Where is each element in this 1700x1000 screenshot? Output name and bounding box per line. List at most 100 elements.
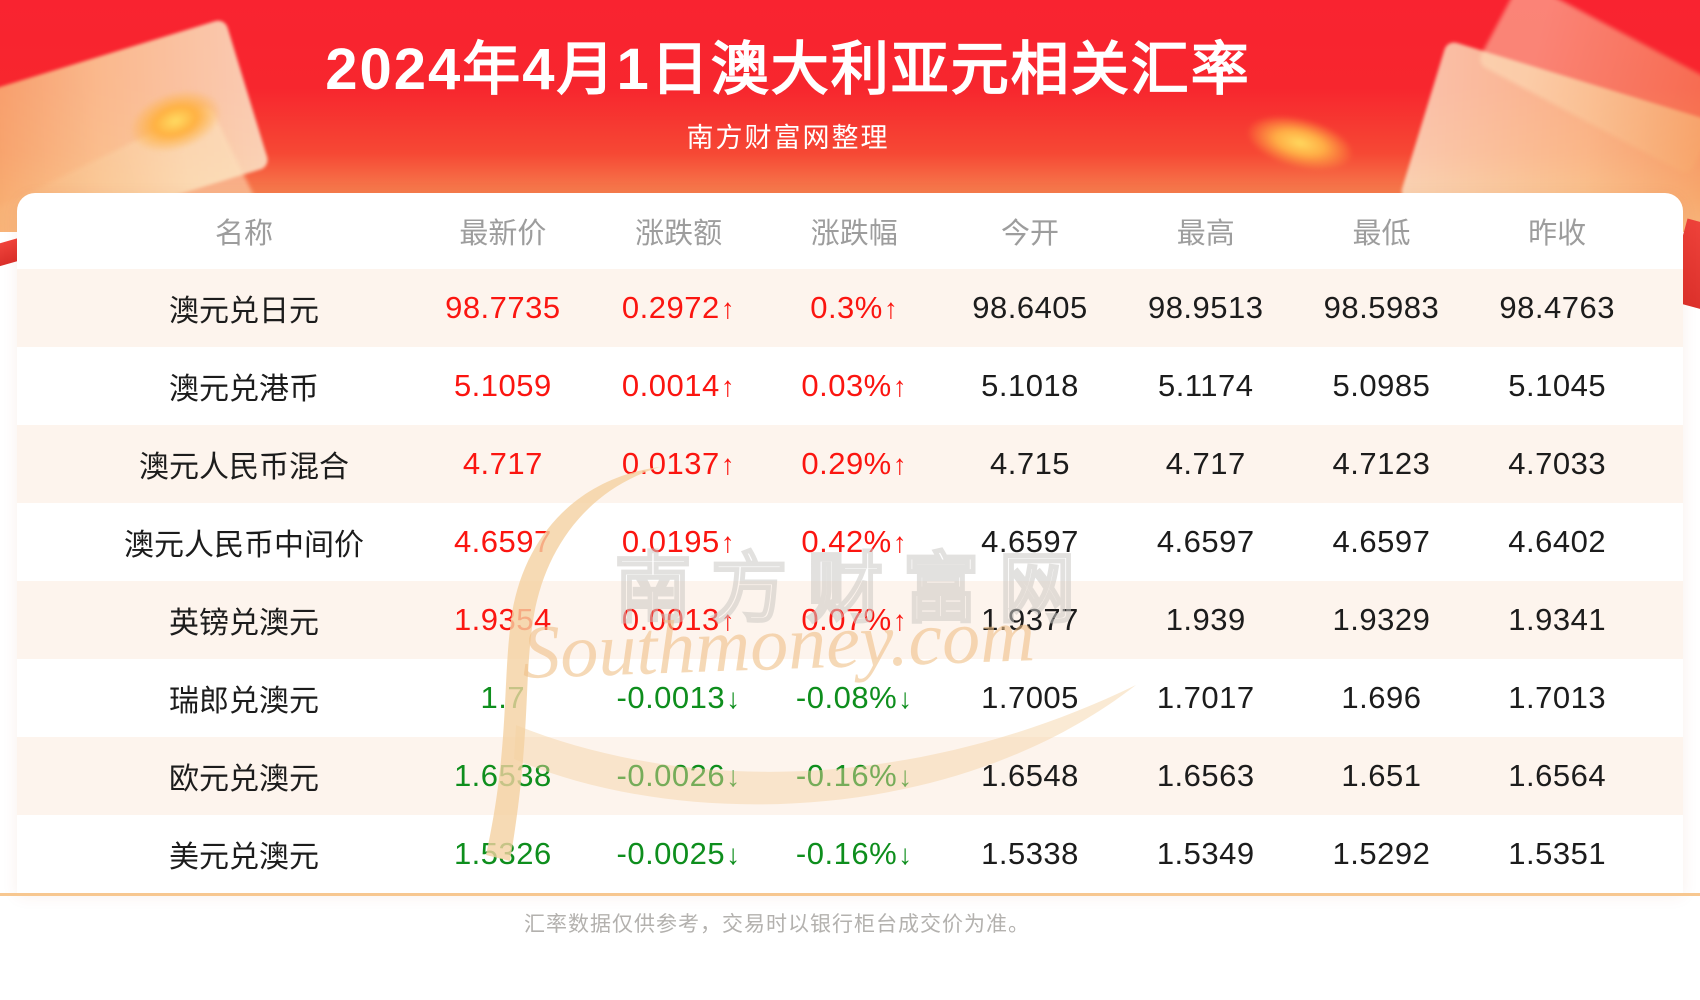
- low-price: 4.7123: [1332, 446, 1431, 481]
- latest-price: 98.7735: [445, 290, 561, 325]
- latest-price: 1.6538: [453, 758, 552, 793]
- prev-close-price: 1.7013: [1508, 680, 1607, 715]
- change-percent: 0.42%↑: [801, 524, 908, 559]
- pair-name: 澳元人民币中间价: [124, 529, 364, 562]
- prev-close-price: 5.1045: [1508, 368, 1607, 403]
- up-arrow-icon: ↑: [892, 449, 908, 480]
- change-percent: 0.07%↑: [801, 602, 908, 637]
- table-row: 英镑兑澳元 1.9354 0.0013↑ 0.07%↑ 1.9377 1.939 1.932…: [17, 581, 1683, 659]
- change-amount: 0.0137↑: [621, 446, 736, 481]
- page-title: 2024年4月1日澳大利亚元相关汇率: [325, 37, 1251, 102]
- table-row: 瑞郎兑澳元 1.7 -0.0013↓ -0.08%↓ 1.7005 1.7017 1.696…: [17, 659, 1683, 737]
- column-header-1: 最新价: [459, 218, 547, 250]
- table-row: 澳元人民币混合 4.717 0.0137↑ 0.29%↑ 4.715 4.717 4.712…: [17, 425, 1683, 503]
- table-row: 欧元兑澳元 1.6538 -0.0026↓ -0.16%↓ 1.6548 1.6563 1.…: [17, 737, 1683, 815]
- latest-price: 1.5326: [453, 836, 552, 871]
- prev-close-price: 98.4763: [1499, 290, 1615, 325]
- open-price: 1.7005: [981, 680, 1079, 715]
- column-header-0: 名称: [214, 218, 273, 250]
- prev-close-price: 4.7033: [1508, 446, 1607, 481]
- high-price: 4.6597: [1156, 524, 1255, 559]
- latest-price: 4.717: [462, 446, 543, 481]
- up-arrow-icon: ↑: [892, 605, 908, 636]
- high-price: 5.1174: [1157, 368, 1254, 403]
- down-arrow-icon: ↓: [898, 761, 913, 792]
- pair-name: 欧元兑澳元: [169, 763, 319, 796]
- open-price: 1.9377: [981, 602, 1079, 637]
- latest-price: 5.1059: [453, 368, 552, 403]
- table-row: 澳元兑日元 98.7735 0.2972↑ 0.3%↑ 98.6405 98.9513 98…: [17, 269, 1683, 347]
- pair-name: 美元兑澳元: [169, 841, 319, 874]
- low-price: 5.0985: [1332, 368, 1431, 403]
- prev-close-price: 1.6564: [1508, 758, 1607, 793]
- prev-close-price: 1.9341: [1508, 602, 1607, 637]
- low-price: 1.5292: [1332, 836, 1431, 871]
- change-percent: 0.3%↑: [810, 290, 899, 325]
- high-price: 1.6563: [1156, 758, 1255, 793]
- high-price: 1.7017: [1156, 680, 1255, 715]
- down-arrow-icon: ↓: [898, 839, 913, 870]
- up-arrow-icon: ↑: [720, 293, 736, 324]
- change-amount: -0.0026↓: [616, 758, 741, 793]
- table-body: 澳元兑日元 98.7735 0.2972↑ 0.3%↑ 98.6405 98.9513 98…: [17, 269, 1683, 893]
- up-arrow-icon: ↑: [720, 605, 736, 636]
- high-price: 98.9513: [1147, 290, 1264, 325]
- pair-name: 英镑兑澳元: [169, 607, 319, 640]
- down-arrow-icon: ↓: [726, 761, 741, 792]
- low-price: 1.651: [1341, 758, 1422, 793]
- high-price: 1.5349: [1156, 836, 1255, 871]
- open-price: 4.715: [989, 446, 1071, 481]
- change-amount: 0.2972↑: [621, 290, 736, 325]
- column-header-7: 昨收: [1528, 218, 1587, 250]
- down-arrow-icon: ↓: [898, 683, 913, 714]
- low-price: 1.696: [1341, 680, 1422, 715]
- page-subtitle: 南方财富网整理: [686, 123, 890, 153]
- pair-name: 澳元兑日元: [169, 295, 319, 328]
- table-row: 澳元人民币中间价 4.6597 0.0195↑ 0.42%↑ 4.6597 4.6597 4…: [17, 503, 1683, 581]
- up-arrow-icon: ↑: [720, 371, 736, 402]
- prev-close-price: 1.5351: [1508, 836, 1607, 871]
- low-price: 1.9329: [1332, 602, 1431, 637]
- prev-close-price: 4.6402: [1508, 524, 1607, 559]
- up-arrow-icon: ↑: [892, 371, 908, 402]
- high-price: 1.939: [1165, 602, 1246, 637]
- open-price: 1.6548: [981, 758, 1079, 793]
- high-price: 4.717: [1165, 446, 1246, 481]
- latest-price: 1.9354: [453, 602, 552, 637]
- change-percent: -0.16%↓: [795, 836, 913, 871]
- change-percent: -0.16%↓: [795, 758, 913, 793]
- up-arrow-icon: ↑: [720, 527, 736, 558]
- down-arrow-icon: ↓: [726, 839, 741, 870]
- column-header-4: 今开: [1001, 218, 1060, 250]
- up-arrow-icon: ↑: [883, 293, 899, 324]
- column-header-3: 涨跌幅: [810, 218, 898, 250]
- latest-price: 4.6597: [453, 524, 552, 559]
- pair-name: 瑞郎兑澳元: [169, 685, 319, 718]
- change-percent: 0.03%↑: [801, 368, 908, 403]
- column-header-2: 涨跌额: [635, 218, 723, 250]
- footer-note: 汇率数据仅供参考，交易时以银行柜台成交价为准。: [524, 913, 1030, 936]
- up-arrow-icon: ↑: [720, 449, 736, 480]
- change-amount: 0.0195↑: [621, 524, 736, 559]
- change-amount: 0.0014↑: [621, 368, 736, 403]
- table-row: 美元兑澳元 1.5326 -0.0025↓ -0.16%↓ 1.5338 1.5349 1.…: [17, 815, 1683, 893]
- down-arrow-icon: ↓: [726, 683, 741, 714]
- change-amount: -0.0013↓: [616, 680, 741, 715]
- latest-price: 1.7: [480, 680, 526, 715]
- up-arrow-icon: ↑: [892, 527, 908, 558]
- column-header-6: 最低: [1352, 218, 1411, 250]
- open-price: 1.5338: [981, 836, 1079, 871]
- open-price: 98.6405: [972, 290, 1088, 325]
- pair-name: 澳元兑港币: [169, 373, 319, 406]
- change-percent: 0.29%↑: [801, 446, 908, 481]
- column-header-5: 最高: [1176, 218, 1235, 250]
- change-amount: 0.0013↑: [621, 602, 736, 637]
- table-row: 澳元兑港币 5.1059 0.0014↑ 0.03%↑ 5.1018 5.1174 5.09…: [17, 347, 1683, 425]
- rates-table-card: 名称 最新价 涨跌额 涨跌幅 今开 最高 最低 昨收 澳元兑日元 98.7735 0.2972↑ 0…: [17, 193, 1683, 893]
- change-percent: -0.08%↓: [795, 680, 913, 715]
- change-amount: -0.0025↓: [616, 836, 741, 871]
- open-price: 5.1018: [981, 368, 1079, 403]
- low-price: 4.6597: [1332, 524, 1431, 559]
- table-header-row: 名称 最新价 涨跌额 涨跌幅 今开 最高 最低 昨收: [17, 193, 1683, 269]
